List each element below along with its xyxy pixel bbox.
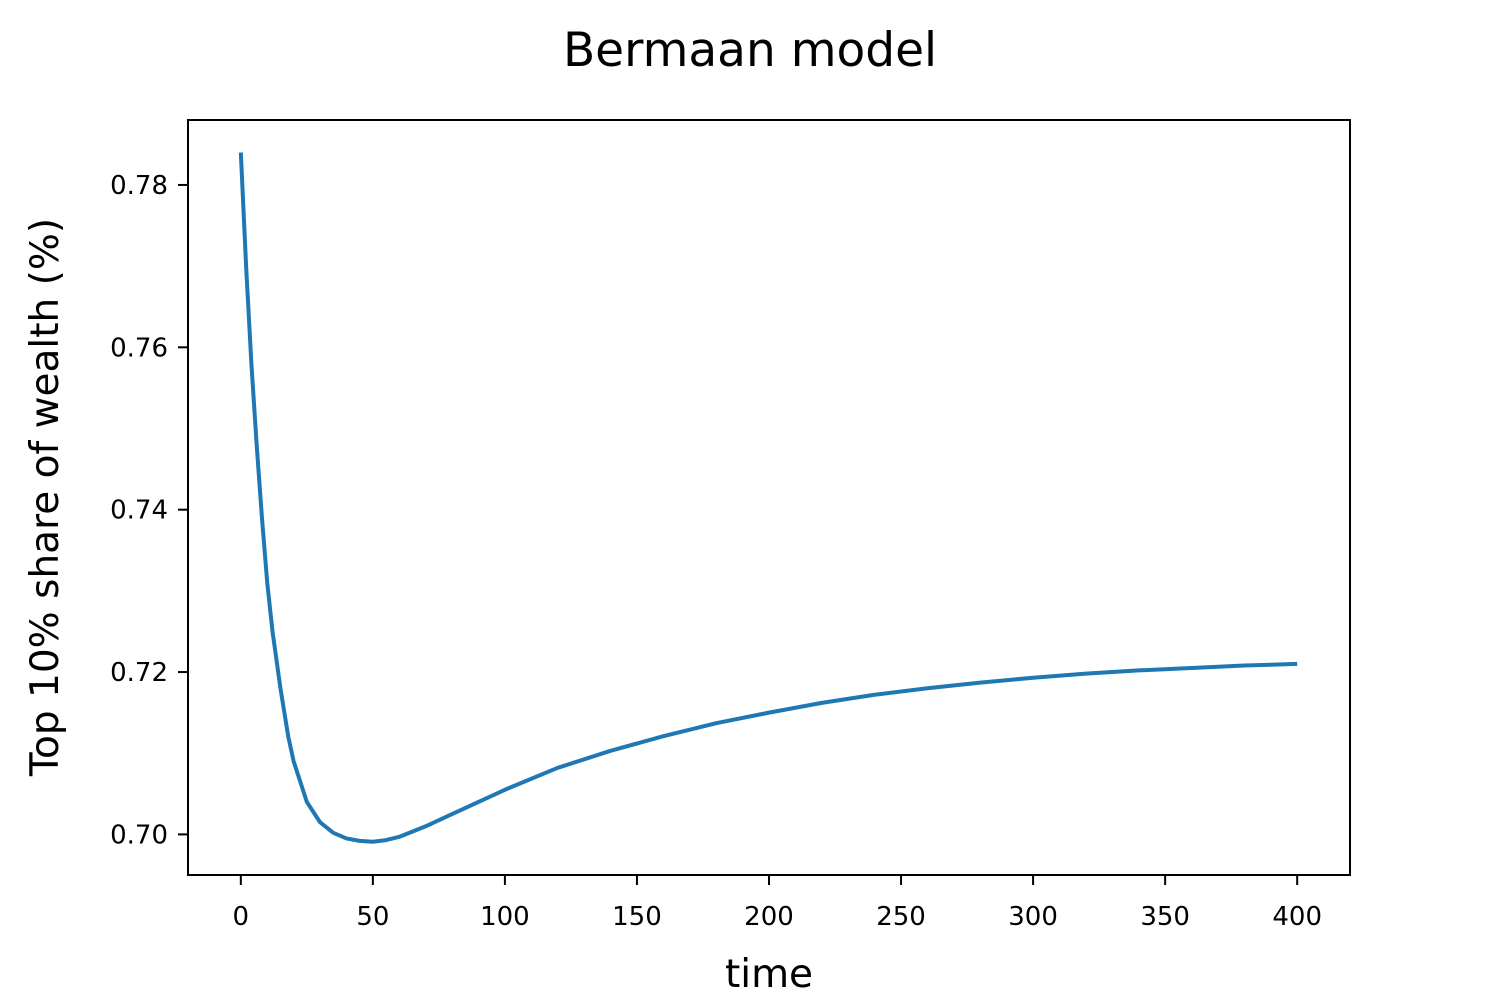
y-tick-label: 0.70: [110, 820, 168, 850]
y-tick-label: 0.76: [110, 333, 168, 363]
x-tick-label: 350: [1140, 902, 1190, 932]
plot-frame: [187, 119, 1351, 876]
x-tick-label: 0: [233, 902, 250, 932]
chart-title: Bermaan model: [563, 23, 937, 78]
x-tick-label: 150: [612, 902, 662, 932]
y-axis-title: Top 10% share of wealth (%): [23, 218, 68, 777]
x-tick-label: 300: [1008, 902, 1058, 932]
series-line: [238, 152, 1298, 844]
x-axis-ticks: 0 50 100 150 200 250 300 350 400: [233, 875, 1322, 932]
y-axis-ticks: 0.70 0.72 0.74 0.76 0.78: [110, 171, 188, 850]
y-tick-label: 0.72: [110, 658, 168, 688]
x-tick-label: 200: [744, 902, 794, 932]
x-axis-title: time: [725, 952, 813, 997]
y-tick-label: 0.74: [110, 496, 168, 526]
y-tick-label: 0.78: [110, 171, 168, 201]
x-tick-label: 250: [876, 902, 926, 932]
series-layer: [238, 152, 1298, 844]
x-tick-label: 400: [1272, 902, 1322, 932]
x-tick-label: 100: [480, 902, 530, 932]
x-tick-label: 50: [356, 902, 389, 932]
